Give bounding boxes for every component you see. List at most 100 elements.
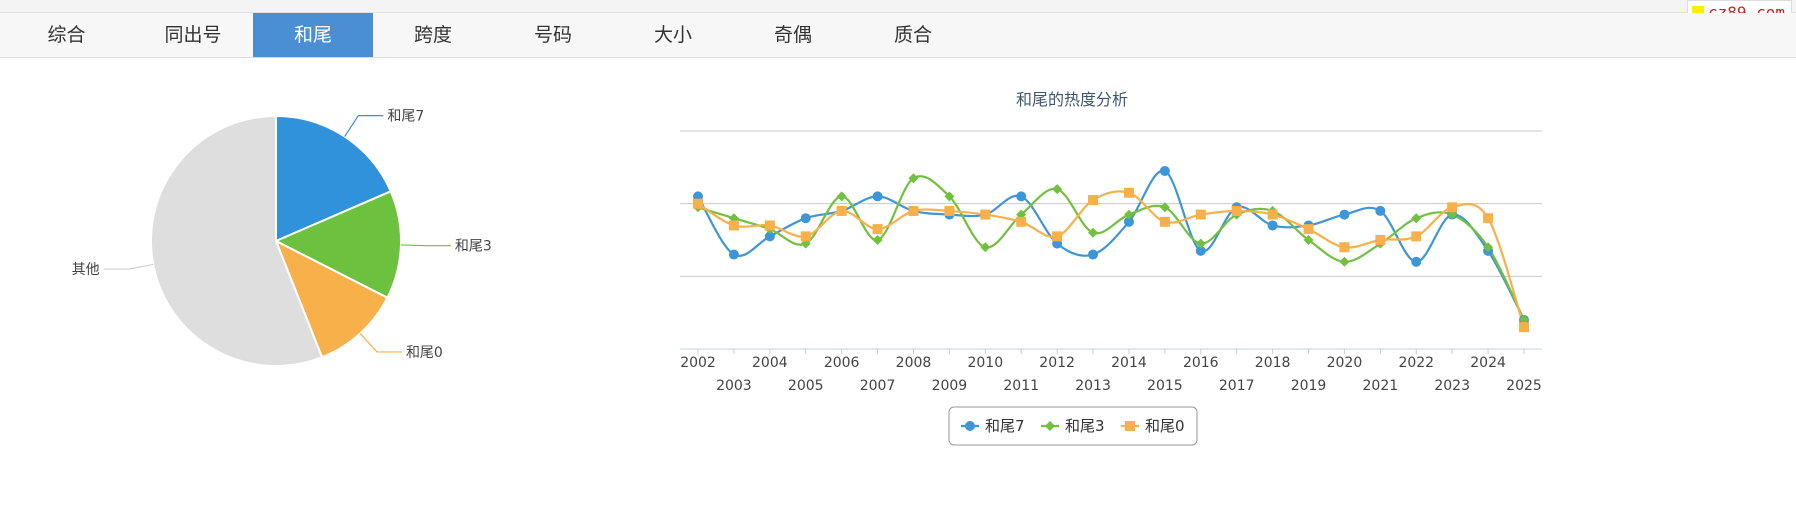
x-tick-label: 2018 — [1255, 355, 1291, 371]
x-tick-label: 2006 — [824, 355, 860, 371]
pie-connector — [344, 115, 384, 137]
data-point — [1339, 242, 1350, 253]
data-point — [965, 421, 975, 431]
tab-big-small[interactable]: 大小 — [653, 24, 692, 46]
data-point — [1016, 216, 1027, 227]
data-point — [944, 205, 955, 216]
data-point — [1123, 187, 1134, 198]
pie-label: 和尾3 — [455, 239, 492, 255]
x-tick-label: 2019 — [1291, 378, 1327, 394]
data-point — [1519, 322, 1529, 333]
data-point — [1016, 191, 1027, 202]
data-point — [1411, 256, 1422, 267]
legend-label: 和尾3 — [1065, 417, 1105, 435]
data-point — [1195, 238, 1206, 249]
pie-slice — [273, 190, 402, 300]
x-tick-label: 2003 — [716, 378, 752, 394]
tab-overview[interactable]: 综合 — [47, 24, 86, 46]
data-point — [1159, 165, 1170, 176]
data-point — [944, 191, 955, 202]
x-tick-label: 2022 — [1398, 355, 1434, 371]
tab-number[interactable]: 号码 — [533, 24, 572, 46]
data-point — [728, 249, 739, 260]
data-point — [1267, 220, 1278, 231]
x-tick-label: 2017 — [1219, 378, 1255, 394]
pie-label: 和尾0 — [406, 345, 443, 361]
pie-chart: 和尾7 和尾3 和尾0 其他 — [72, 109, 492, 367]
data-point — [1088, 249, 1099, 260]
tab-bar: 综合 同出号 和尾 跨度 号码 大小 奇偶 质合 — [0, 13, 1796, 58]
data-point — [764, 231, 775, 242]
data-point — [1159, 216, 1170, 227]
data-point — [1052, 184, 1063, 195]
x-tick-label: 2020 — [1327, 355, 1363, 371]
data-point — [1375, 235, 1386, 245]
data-point — [1195, 245, 1206, 256]
x-tick-label: 2025 — [1506, 378, 1542, 394]
x-tick-label: 2008 — [896, 355, 932, 371]
pie-connector — [359, 333, 402, 353]
legend-box — [948, 406, 1198, 446]
series-line — [697, 175, 1525, 321]
x-tick-label: 2010 — [967, 355, 1003, 371]
pie-label: 其他 — [72, 262, 100, 278]
top-strip — [0, 0, 1796, 13]
x-tick-label: 2012 — [1039, 355, 1075, 371]
tab-same-number[interactable]: 同出号 — [164, 24, 222, 46]
tab-prime-composite[interactable]: 质合 — [893, 24, 932, 46]
data-point — [800, 213, 811, 224]
x-tick-label: 2009 — [932, 378, 968, 394]
x-tick-label: 2016 — [1183, 355, 1219, 371]
data-point — [980, 242, 991, 253]
data-point — [800, 231, 811, 242]
data-point — [1483, 213, 1494, 224]
data-point — [1159, 202, 1170, 213]
data-point — [1123, 216, 1134, 227]
data-point — [872, 235, 883, 245]
data-point — [1411, 231, 1422, 242]
chart-title: 和尾的热度分析 — [1016, 90, 1128, 109]
tab-span[interactable]: 跨度 — [413, 24, 452, 46]
data-point — [1267, 209, 1278, 220]
data-point — [1411, 213, 1422, 224]
data-point — [764, 220, 775, 231]
data-point — [980, 209, 991, 220]
tab-sum-tail[interactable]: 和尾 — [253, 13, 373, 57]
legend-label: 和尾7 — [985, 417, 1025, 435]
x-tick-label: 2004 — [752, 355, 788, 371]
data-point — [1045, 421, 1055, 431]
data-point — [1303, 235, 1314, 245]
pie-connector — [400, 244, 451, 247]
data-point — [1088, 227, 1099, 238]
data-point — [1339, 209, 1350, 220]
data-point — [908, 173, 919, 184]
x-tick-label: 2014 — [1111, 355, 1147, 371]
series-line — [697, 190, 1526, 328]
data-point — [908, 205, 919, 216]
x-tick-label: 2007 — [860, 378, 896, 394]
data-point — [1125, 421, 1135, 431]
pie-slice — [275, 114, 393, 243]
data-point — [1339, 256, 1350, 267]
line-plot-area: 和尾的热度分析020406020022003200420052006200720… — [680, 90, 1542, 446]
legend-label: 和尾0 — [1145, 417, 1185, 435]
data-point — [1303, 224, 1314, 235]
data-point — [1375, 205, 1386, 216]
data-point — [872, 191, 883, 202]
data-point — [1052, 231, 1063, 242]
pie-connector — [103, 263, 154, 270]
data-point — [1483, 242, 1494, 253]
data-point — [728, 220, 739, 231]
pie-slice — [150, 114, 324, 367]
x-tick-label: 2015 — [1147, 378, 1183, 394]
data-point — [836, 205, 847, 216]
data-point — [693, 198, 703, 209]
x-tick-label: 2002 — [680, 355, 716, 371]
x-tick-label: 2011 — [1003, 378, 1039, 394]
tab-odd-even[interactable]: 奇偶 — [773, 24, 812, 46]
pie-label: 和尾7 — [387, 109, 424, 125]
line-chart: 和尾的热度分析020406020022003200420052006200720… — [680, 90, 1542, 446]
data-point — [1447, 202, 1458, 213]
x-tick-label: 2024 — [1470, 355, 1506, 371]
data-point — [872, 224, 883, 235]
